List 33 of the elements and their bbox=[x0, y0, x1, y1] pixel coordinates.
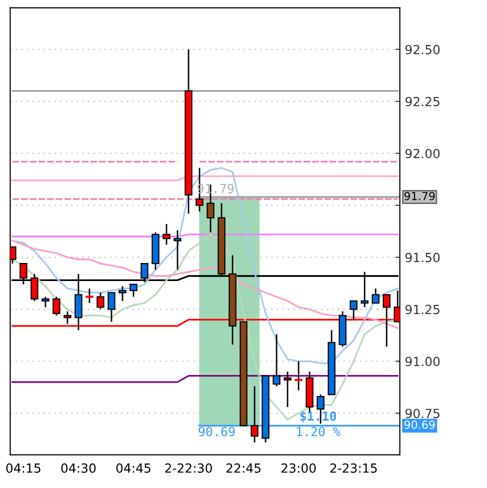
line-series bbox=[12, 240, 398, 329]
candlestick bbox=[108, 292, 116, 322]
annotation: 1.20 % bbox=[296, 426, 340, 436]
x-tick-label: 22:45 bbox=[226, 463, 260, 473]
candlestick bbox=[130, 284, 138, 298]
x-tick-label: 23:00 bbox=[281, 463, 316, 473]
candlestick bbox=[52, 296, 60, 316]
x-tick-label: 2-22:30 bbox=[165, 463, 212, 473]
y-tick-label: 91.00 bbox=[405, 356, 440, 366]
y-tick-label: 92.00 bbox=[405, 148, 440, 158]
ref-line-label: 91.79 bbox=[404, 192, 435, 200]
candlestick bbox=[350, 300, 358, 320]
y-tick-label: 91.25 bbox=[405, 304, 440, 314]
ref-line-label: 90.69 bbox=[404, 420, 435, 429]
y-tick-label: 92.50 bbox=[405, 44, 440, 54]
y-tick-label: 91.50 bbox=[405, 252, 440, 262]
candlestick bbox=[250, 386, 258, 444]
line-series bbox=[12, 167, 398, 364]
candlestick bbox=[272, 334, 280, 387]
candlestick bbox=[42, 296, 50, 308]
candlestick bbox=[162, 223, 170, 246]
annotation: 90.69 bbox=[198, 426, 235, 436]
y-tick-label: 90.75 bbox=[405, 408, 440, 418]
x-tick-label: 04:30 bbox=[61, 463, 96, 473]
candlestick bbox=[96, 292, 104, 310]
candlestick bbox=[118, 286, 126, 302]
x-tick-label: 04:45 bbox=[116, 463, 150, 473]
candlestick bbox=[174, 230, 182, 270]
candlestick bbox=[372, 288, 380, 304]
x-tick-label: 2-23:15 bbox=[330, 463, 377, 473]
x-tick-label: 04:15 bbox=[6, 463, 40, 473]
y-tick-label: 92.25 bbox=[405, 96, 440, 106]
candlestick bbox=[284, 370, 292, 408]
